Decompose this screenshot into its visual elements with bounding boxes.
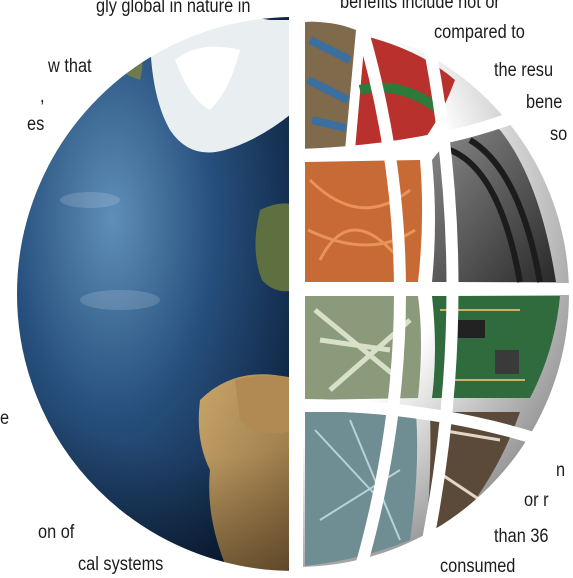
right-text-line-7: or r	[524, 490, 549, 511]
left-text-line-4: es	[27, 114, 45, 135]
left-text-line-2: w that	[48, 56, 92, 77]
left-text-line-3: ,	[40, 86, 45, 107]
right-text-line-3: the resu	[494, 60, 554, 81]
right-text-line-5: so	[550, 124, 568, 145]
left-text-line-7: cal systems	[78, 554, 164, 575]
right-text-line-9: consumed	[440, 556, 516, 577]
glass-shards-icon	[305, 412, 418, 566]
right-text-line-4: bene	[526, 92, 563, 113]
right-text-line-1: benefits include not or	[340, 0, 500, 13]
left-text-line-6: on of	[38, 522, 75, 543]
right-text-line-8: than 36	[494, 526, 549, 547]
left-text-line-1: gly global in nature in	[96, 0, 251, 17]
left-text-line-5: e	[0, 408, 10, 429]
rubber-tires-icon	[432, 124, 556, 283]
right-text-line-2: compared to	[434, 22, 525, 43]
right-text-line-6: n	[556, 460, 566, 481]
